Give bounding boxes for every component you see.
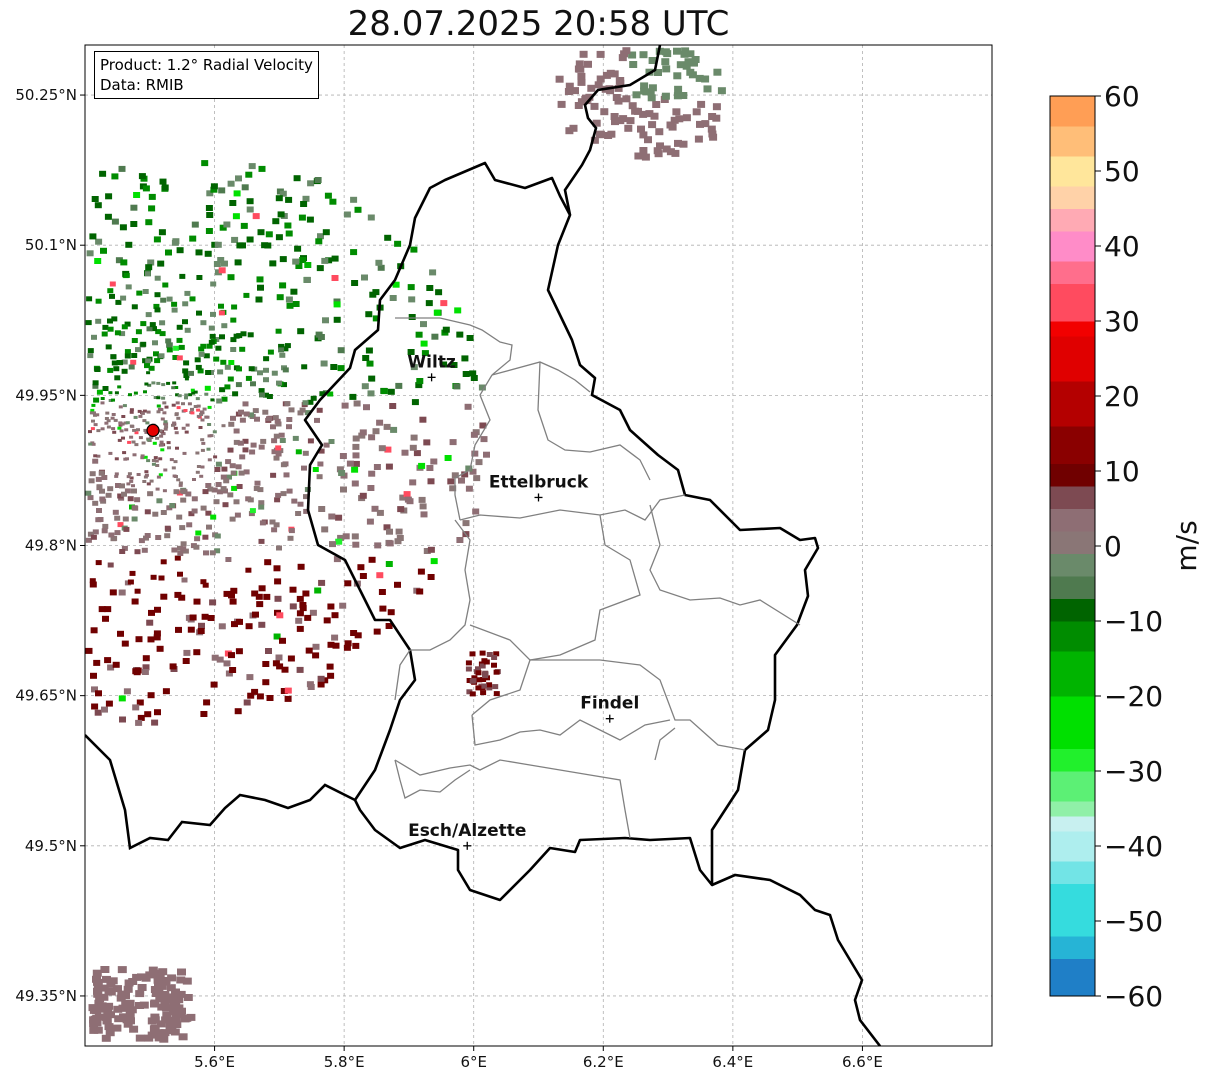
colorbar-segment: [1050, 816, 1095, 832]
colorbar-segment: [1050, 156, 1095, 187]
colorbar-segment: [1050, 553, 1095, 577]
colorbar-tick-label: −40: [1104, 830, 1163, 863]
colorbar-segment: [1050, 801, 1095, 817]
colorbar-segment: [1050, 958, 1095, 997]
colorbar-segment: [1050, 771, 1095, 802]
colorbar-segment: [1050, 748, 1095, 772]
colorbar-segment: [1050, 696, 1095, 749]
country-border: [303, 161, 820, 902]
map-title: 28.07.2025 20:58 UTC: [347, 4, 730, 44]
y-tick-label: 49.95°N: [15, 386, 77, 404]
x-tick-label: 6.2°E: [583, 1053, 624, 1071]
x-tick-label: 6°E: [460, 1053, 487, 1071]
border-north: [563, 45, 662, 216]
colorbar-segment: [1050, 321, 1095, 337]
colorbar-segment: [1050, 231, 1095, 262]
y-tick-label: 50.25°N: [15, 86, 77, 104]
colorbar-tick-label: −20: [1104, 680, 1163, 713]
product-label: Product: 1.2° Radial Velocity: [100, 56, 313, 74]
city-label: Esch/Alzette: [408, 821, 526, 841]
x-axis: 5.6°E 5.8°E 6°E 6.2°E 6.4°E 6.6°E: [194, 1046, 883, 1071]
colorbar-segment: [1050, 486, 1095, 509]
colorbar-segment: [1050, 861, 1095, 884]
colorbar-tick-label: 10: [1104, 455, 1140, 488]
radar-echoes: [85, 45, 882, 1046]
colorbar-segment: [1050, 651, 1095, 697]
city-labels: Wiltz Ettelbruck Findel Esch/Alzette: [407, 352, 639, 850]
colorbar-tick-label: −50: [1104, 905, 1163, 938]
canton-boundaries: [394, 317, 801, 839]
colorbar-segment: [1050, 831, 1095, 862]
y-tick-label: 49.5°N: [25, 837, 77, 855]
colorbar: 60 50 40 30 20 10 0 −10 −20 −30 −40 −50 −60 m/s: [1049, 80, 1203, 1013]
border-east: [711, 873, 882, 1046]
y-tick-label: 49.35°N: [15, 987, 77, 1005]
data-source-label: Data: RMIB: [100, 76, 184, 94]
colorbar-tick-label: 50: [1104, 155, 1140, 188]
colorbar-segment: [1050, 261, 1095, 284]
y-axis: 50.25°N 50.1°N 49.95°N 49.8°N 49.65°N 49.5°N 4…: [15, 86, 85, 1005]
city-label: Ettelbruck: [489, 472, 589, 492]
radar-site-marker: [146, 423, 160, 437]
city-label: Findel: [580, 694, 639, 714]
colorbar-segment: [1050, 883, 1095, 937]
colorbar-tick-label: 30: [1104, 305, 1140, 338]
colorbar-segment: [1050, 208, 1095, 232]
city-label: Wiltz: [407, 352, 456, 372]
colorbar-tick-label: −10: [1104, 605, 1163, 638]
colorbar-segment: [1050, 463, 1095, 487]
colorbar-segment: [1050, 336, 1095, 382]
colorbar-segment: [1050, 381, 1095, 427]
colorbar-tick-label: 0: [1104, 530, 1122, 563]
colorbar-segment: [1050, 936, 1095, 959]
x-tick-label: 6.4°E: [712, 1053, 753, 1071]
colorbar-tick-label: 20: [1104, 380, 1140, 413]
border-west: [85, 734, 356, 850]
y-tick-label: 49.65°N: [15, 687, 77, 705]
colorbar-segment: [1050, 283, 1095, 322]
y-tick-label: 50.1°N: [25, 236, 77, 254]
y-tick-label: 49.8°N: [25, 537, 77, 555]
colorbar-tick-label: 60: [1104, 80, 1140, 113]
colorbar-segment: [1050, 598, 1095, 622]
product-info-box: Product: 1.2° Radial Velocity Data: RMIB: [94, 51, 319, 99]
colorbar-segment: [1050, 426, 1095, 464]
x-tick-label: 5.6°E: [194, 1053, 235, 1071]
colorbar-segment: [1050, 508, 1095, 532]
x-tick-label: 6.6°E: [842, 1053, 883, 1071]
x-tick-label: 5.8°E: [324, 1053, 365, 1071]
colorbar-segment: [1050, 96, 1095, 127]
colorbar-segment: [1050, 126, 1095, 157]
colorbar-segment: [1050, 621, 1095, 652]
colorbar-segment: [1050, 531, 1095, 554]
colorbar-tick-label: 40: [1104, 230, 1140, 263]
colorbar-segment: [1050, 186, 1095, 209]
colorbar-tick-label: −60: [1104, 980, 1163, 1013]
colorbar-segment: [1050, 576, 1095, 599]
colorbar-tick-label: −30: [1104, 755, 1163, 788]
colorbar-label: m/s: [1170, 520, 1203, 571]
